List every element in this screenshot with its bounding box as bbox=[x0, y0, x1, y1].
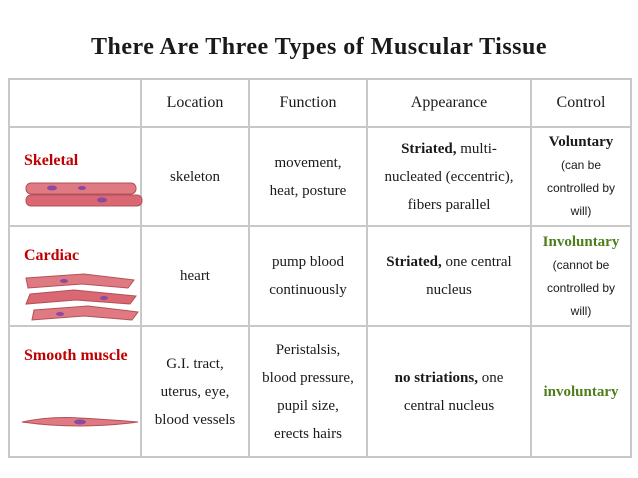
appearance-line: Striated, one central bbox=[368, 248, 530, 276]
function-line: erects hairs bbox=[274, 425, 342, 442]
function-line: pump blood bbox=[271, 254, 345, 270]
header-cell: Control bbox=[530, 78, 632, 128]
control-main: Involuntary bbox=[542, 233, 620, 250]
skeletal-illustration bbox=[25, 182, 143, 207]
label-cell: Smooth muscle bbox=[8, 325, 142, 458]
location-line: blood vessels bbox=[154, 411, 236, 428]
appearance-text: one bbox=[481, 369, 504, 386]
appearance-bold: no striations, bbox=[394, 369, 478, 386]
location-line: heart bbox=[180, 268, 210, 284]
control-cell: Involuntary (cannot be controlled by will) bbox=[530, 225, 632, 327]
function-cell: Peristalsis, blood pressure, pupil size, er… bbox=[248, 325, 368, 458]
row: Cardiac heart pump blood continuously Str… bbox=[8, 225, 632, 327]
control-main: involuntary bbox=[543, 383, 619, 400]
location-cell: heart bbox=[140, 225, 250, 327]
header-cell: Function bbox=[248, 78, 368, 128]
appearance-line: Striated, multi- bbox=[368, 135, 530, 163]
appearance-text: multi- bbox=[460, 140, 497, 157]
location-line: skeleton bbox=[170, 168, 220, 185]
label-cell: Skeletal bbox=[8, 126, 143, 227]
function-line: heat, posture bbox=[269, 182, 347, 199]
row-name: Smooth muscle bbox=[24, 347, 128, 364]
cardiac-illustration bbox=[25, 273, 139, 321]
control-cell: Voluntary (can be controlled by will) bbox=[530, 126, 632, 227]
location-line: G.I. tract, bbox=[166, 355, 224, 372]
appearance-cell: no striations, one central nucleus bbox=[366, 325, 532, 458]
title: There Are Three Types of Muscular Tissue bbox=[90, 34, 548, 60]
control-cell: involuntary bbox=[530, 325, 632, 458]
appearance-text: one central bbox=[445, 254, 512, 270]
location-cell: G.I. tract, uterus, eye, blood vessels bbox=[140, 325, 250, 458]
header-cell: Location bbox=[140, 78, 250, 128]
control-note: (can be bbox=[560, 158, 602, 172]
appearance-bold: Striated, bbox=[386, 254, 442, 270]
control-note: will) bbox=[570, 303, 592, 318]
table: Location Function Appearance Control Ske… bbox=[8, 78, 632, 458]
function-line: movement, bbox=[274, 154, 342, 171]
function-line: Peristalsis, bbox=[275, 341, 341, 358]
control-note: controlled by bbox=[546, 181, 616, 195]
control-note: controlled by bbox=[546, 280, 616, 295]
header-row: Location Function Appearance Control bbox=[8, 78, 632, 128]
header-cell bbox=[8, 78, 142, 128]
appearance-line: central nucleus bbox=[403, 397, 495, 414]
function-cell: movement, heat, posture bbox=[248, 126, 368, 227]
appearance-line: fibers parallel bbox=[407, 196, 491, 213]
header-cell: Appearance bbox=[366, 78, 532, 128]
appearance-bold: Striated, bbox=[401, 140, 457, 157]
appearance-line: nucleated (eccentric), bbox=[384, 168, 514, 185]
location-line: uterus, eye, bbox=[160, 383, 230, 400]
label-cell: Cardiac bbox=[8, 225, 142, 327]
appearance-cell: Striated, one central nucleus bbox=[366, 225, 532, 327]
appearance-line: no striations, one bbox=[368, 364, 530, 392]
control-note: will) bbox=[570, 204, 592, 218]
function-line: blood pressure, bbox=[262, 369, 354, 386]
row: Smooth muscle G.I. tract, uterus, eye, blo… bbox=[8, 325, 632, 458]
appearance-cell: Striated, multi-nucleated (eccentric), fi… bbox=[366, 126, 532, 227]
smooth-illustration bbox=[21, 417, 139, 427]
row-name: Cardiac bbox=[24, 247, 80, 264]
control-note: (cannot be bbox=[552, 257, 610, 272]
function-cell: pump blood continuously bbox=[248, 225, 368, 327]
function-line: pupil size, bbox=[277, 397, 339, 414]
location-cell: skeleton bbox=[140, 126, 250, 227]
control-main: Voluntary bbox=[548, 134, 614, 150]
appearance-line: nucleus bbox=[426, 282, 472, 298]
function-line: continuously bbox=[269, 282, 347, 298]
row-name: Skeletal bbox=[24, 152, 79, 169]
row: Skeletal skeleton movement, heat, posture… bbox=[8, 126, 632, 227]
